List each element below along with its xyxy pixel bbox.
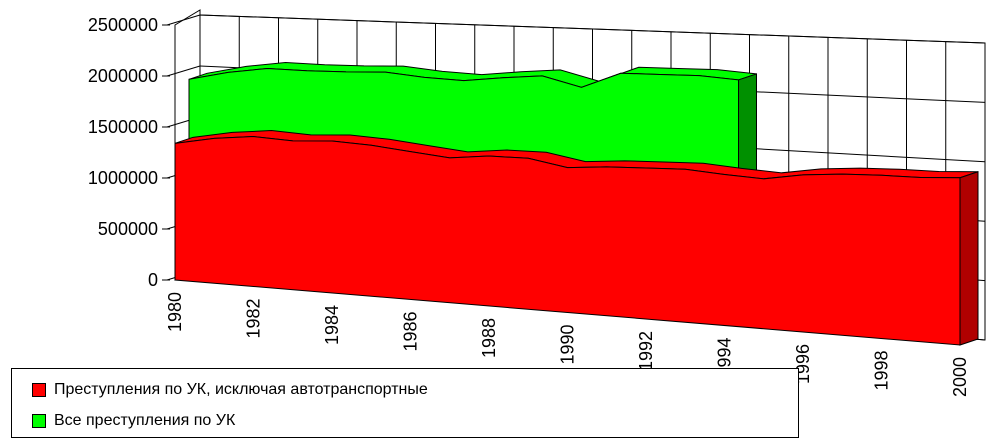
gridline-side <box>166 65 201 77</box>
legend-label: Все преступления по УК <box>54 412 236 429</box>
x-tick-label: 1998 <box>872 351 892 391</box>
x-tick-label: 1984 <box>322 305 342 345</box>
crimes-excluding-traffic-front-face <box>174 136 961 346</box>
y-tick-label: 2000000 <box>88 66 158 86</box>
x-axis-ticks: 1980 1982 1984 1986 1988 1990 1992 1994 1996 1998… <box>165 292 970 397</box>
crimes-excluding-traffic-side-surface <box>959 171 979 346</box>
x-tick-label: 2000 <box>950 357 970 397</box>
series-crimes-excluding-traffic <box>174 130 979 346</box>
legend-item-all-crimes: Все преступления по УК <box>32 409 235 433</box>
x-tick-label: 1980 <box>165 292 185 332</box>
y-tick-label: 500000 <box>98 219 158 239</box>
y-tick-label: 1000000 <box>88 168 158 188</box>
y-tick-label: 2500000 <box>88 15 158 35</box>
x-tick-label: 1990 <box>558 325 578 365</box>
x-tick-label: 1982 <box>244 299 264 339</box>
x-tick-label: 1986 <box>401 312 421 352</box>
x-tick-label: 1994 <box>715 338 735 378</box>
x-tick-label: 1988 <box>479 318 499 358</box>
legend-swatch-red <box>32 383 46 397</box>
legend-swatch-green <box>32 414 46 428</box>
x-tick-label: 1992 <box>636 331 656 371</box>
gridline-side <box>166 14 201 26</box>
legend-label: Преступления по УК, исключая автотранспо… <box>54 381 428 398</box>
legend-item-crimes-excluding-traffic: Преступления по УК, исключая автотранспо… <box>32 378 428 402</box>
y-tick-label: 1500000 <box>88 117 158 137</box>
y-tick-label: 0 <box>148 270 158 290</box>
legend: Преступления по УК, исключая автотранспо… <box>11 368 799 438</box>
y-axis-ticks: 0 500000 1000000 1500000 2000000 2500000 <box>88 15 170 290</box>
